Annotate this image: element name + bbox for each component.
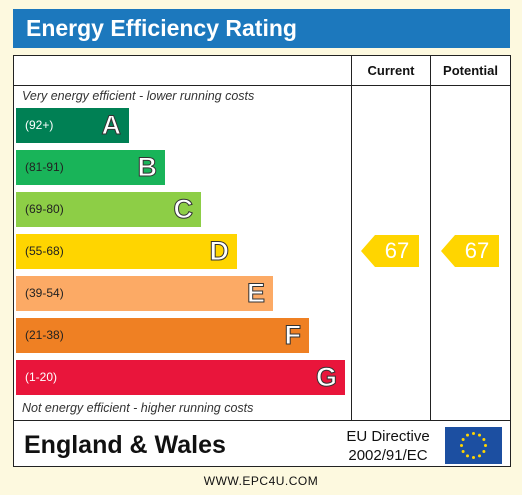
column-divider-potential	[430, 56, 431, 421]
band-range-label: (81-91)	[25, 160, 64, 174]
flag-star	[472, 432, 475, 435]
band-range-label: (55-68)	[25, 244, 64, 258]
band-c: (69-80) C	[16, 192, 201, 227]
band-g: (1-20) G	[16, 360, 345, 395]
band-f: (21-38) F	[16, 318, 309, 353]
band-range-label: (92+)	[25, 118, 54, 132]
band-range-label: (39-54)	[25, 286, 64, 300]
directive-line-1: EU Directive	[346, 428, 430, 445]
eu-directive: EU Directive 2002/91/EC	[338, 427, 438, 465]
band-letter-label: A	[101, 110, 121, 141]
potential-column-header: Potential	[443, 63, 498, 78]
potential-rating-value: 67	[464, 238, 490, 263]
potential-rating-arrow: 67	[441, 235, 499, 267]
eu-flag-icon	[445, 427, 502, 464]
current-rating-value: 67	[384, 238, 410, 263]
flag-star	[466, 454, 469, 458]
potential-arrow-shape	[441, 235, 499, 267]
band-range-label: (69-80)	[25, 202, 64, 216]
column-divider-current	[351, 56, 352, 421]
flag-star	[478, 433, 481, 437]
flag-star	[466, 433, 469, 437]
band-letter-label: F	[284, 320, 301, 351]
flag-star	[478, 454, 481, 458]
flag-star	[461, 438, 465, 441]
flag-star	[484, 444, 487, 447]
header-divider	[14, 85, 510, 86]
flag-star	[482, 450, 486, 453]
band-range-label: (21-38)	[25, 328, 64, 342]
band-letter-label: E	[246, 278, 265, 309]
flag-star	[460, 444, 463, 447]
band-a: (92+) A	[16, 108, 129, 143]
top-note: Very energy efficient - lower running co…	[22, 89, 255, 103]
website-link[interactable]: WWW.EPC4U.COM	[203, 474, 319, 488]
flag-star	[482, 438, 486, 441]
rating-chart: Current Potential Very energy efficient …	[13, 55, 511, 467]
directive-line-2: 2002/91/EC	[348, 447, 428, 464]
bottom-note: Not energy efficient - higher running co…	[22, 401, 254, 415]
flag-star	[472, 456, 475, 459]
band-range-label: (1-20)	[25, 370, 58, 384]
band-letter-label: D	[209, 236, 229, 267]
band-d: (55-68) D	[16, 234, 237, 269]
page-title: Energy Efficiency Rating	[13, 9, 510, 48]
region-label: England & Wales	[24, 431, 226, 459]
current-arrow-shape	[361, 235, 419, 267]
band-letter-label: B	[137, 152, 157, 183]
band-letter-label: G	[315, 362, 337, 393]
footer-divider	[14, 420, 510, 421]
current-column-header: Current	[367, 63, 415, 78]
band-letter-label: C	[173, 194, 193, 225]
band-b: (81-91) B	[16, 150, 165, 185]
current-rating-arrow: 67	[361, 235, 419, 267]
band-e: (39-54) E	[16, 276, 273, 311]
flag-star	[461, 450, 465, 453]
